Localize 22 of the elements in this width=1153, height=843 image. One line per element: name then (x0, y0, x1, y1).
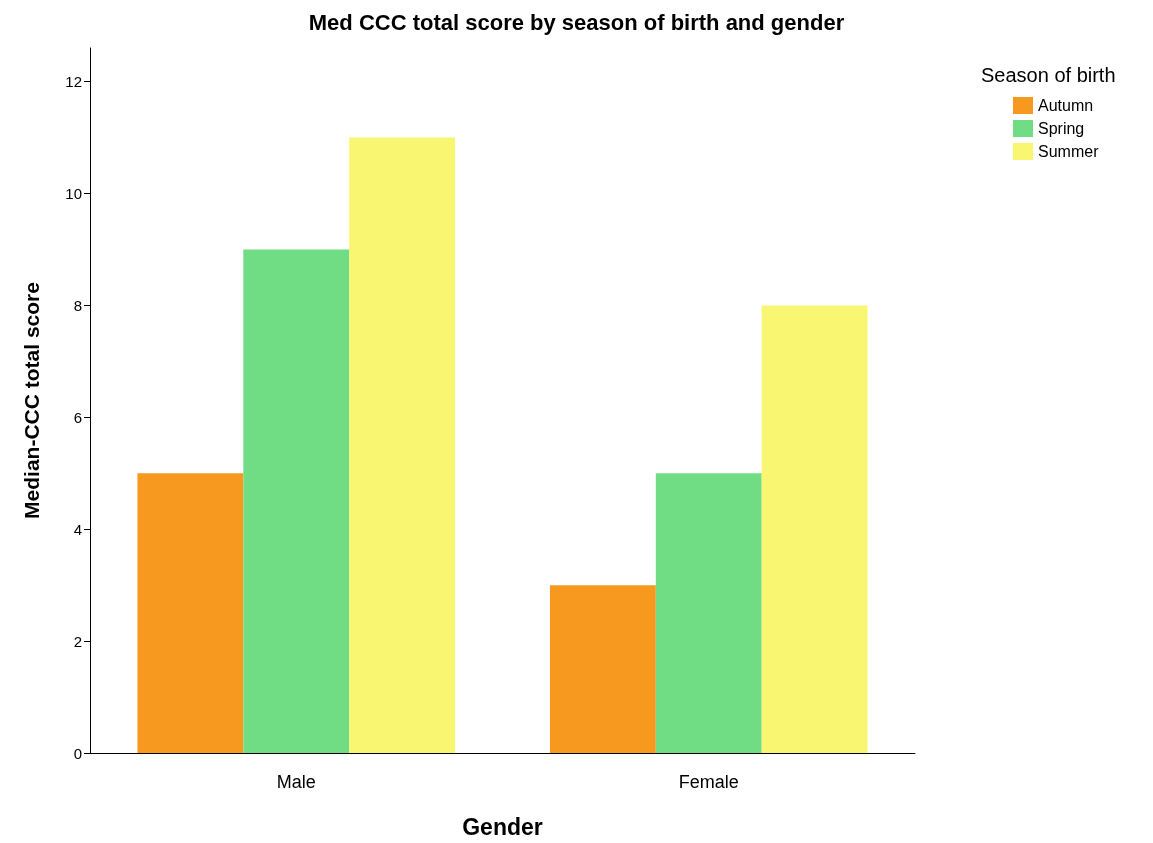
chart-title: Med CCC total score by season of birth and gender (308, 9, 845, 35)
x-axis-title: Gender (462, 813, 543, 840)
bar (137, 473, 244, 753)
x-tick-label: Female (678, 772, 739, 792)
y-tick-label: 2 (73, 632, 82, 650)
y-tick-label: 0 (73, 744, 82, 762)
y-tick-label: 8 (73, 296, 82, 314)
legend-label: Spring (1038, 120, 1085, 137)
legend-label: Summer (1038, 143, 1100, 160)
legend-title: Season of birth (981, 64, 1116, 86)
y-tick-label: 10 (65, 184, 82, 202)
bar (349, 137, 456, 753)
y-tick-label: 12 (65, 73, 82, 91)
legend-label: Autumn (1038, 97, 1094, 114)
bar (655, 473, 762, 753)
x-tick-label: Male (276, 772, 316, 792)
bar (243, 249, 350, 753)
bar (549, 585, 656, 753)
y-axis-title: Median-CCC total score (20, 282, 43, 519)
bar (761, 305, 868, 753)
y-tick-label: 6 (73, 408, 82, 426)
y-tick-label: 4 (73, 520, 82, 538)
